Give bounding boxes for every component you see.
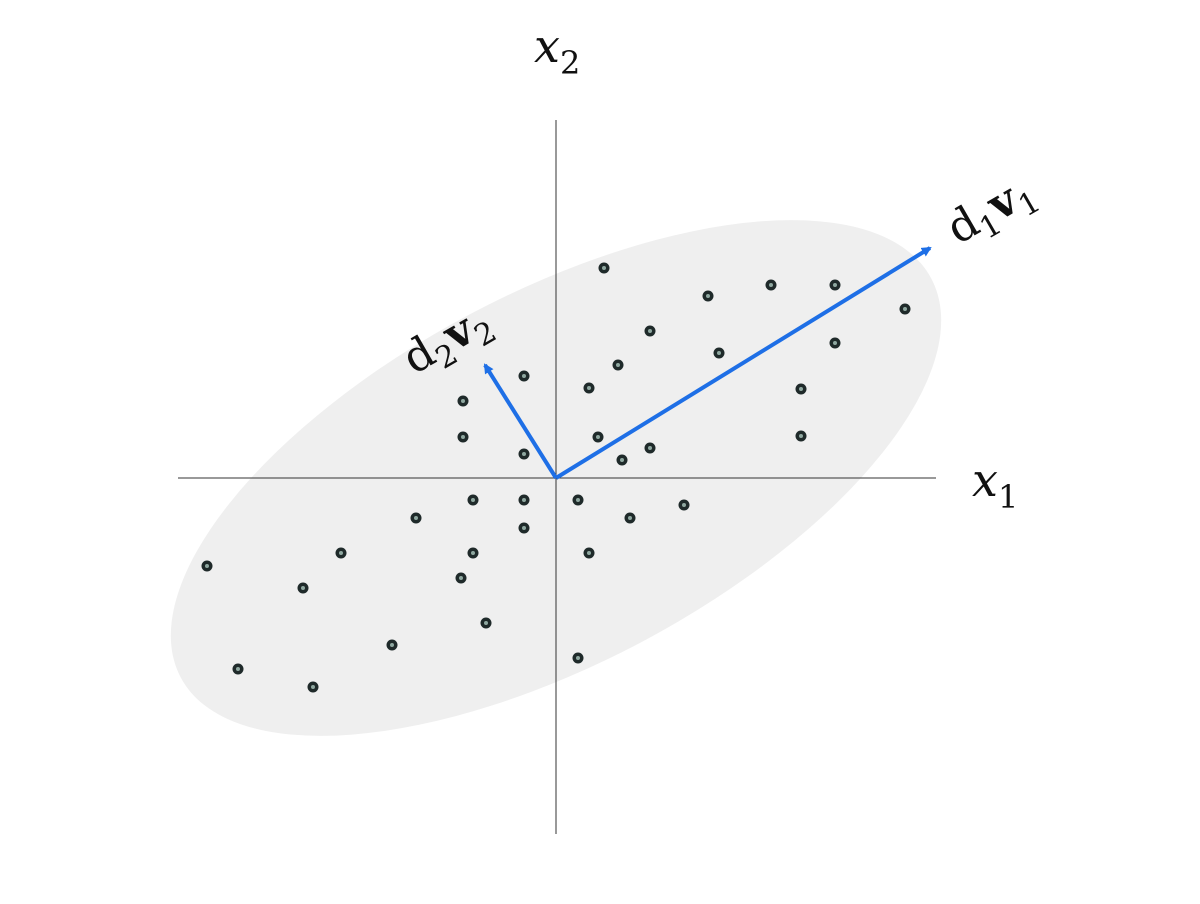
data-point <box>713 347 725 359</box>
d1v1-arrow <box>554 246 932 480</box>
x2-axis-label: x2 <box>534 19 580 82</box>
data-point <box>572 494 584 506</box>
d1v1-label: d1v1 <box>938 164 1047 260</box>
data-point <box>612 359 624 371</box>
data-point <box>583 382 595 394</box>
data-point <box>455 572 467 584</box>
data-point <box>232 663 244 675</box>
data-point <box>678 499 690 511</box>
data-point <box>518 370 530 382</box>
data-point <box>297 582 309 594</box>
data-point <box>702 290 714 302</box>
data-point <box>467 547 479 559</box>
data-point <box>480 617 492 629</box>
data-point <box>518 522 530 534</box>
data-point <box>795 383 807 395</box>
data-point <box>624 512 636 524</box>
data-point <box>518 448 530 460</box>
data-point <box>616 454 628 466</box>
x1-label-base: x <box>972 453 998 507</box>
data-point <box>592 431 604 443</box>
d2v2-arrow <box>483 363 558 480</box>
x1-label-sub: 1 <box>998 478 1018 516</box>
data-point <box>467 494 479 506</box>
data-point <box>307 681 319 693</box>
data-point <box>457 395 469 407</box>
x2-label-sub: 2 <box>560 44 580 82</box>
data-point <box>410 512 422 524</box>
data-point <box>598 262 610 274</box>
data-point <box>335 547 347 559</box>
data-point <box>829 279 841 291</box>
data-point <box>572 652 584 664</box>
data-point <box>386 639 398 651</box>
data-point <box>583 547 595 559</box>
data-point <box>457 431 469 443</box>
data-point <box>644 442 656 454</box>
x1-axis-label: x1 <box>972 453 1018 516</box>
data-point <box>829 337 841 349</box>
data-point <box>518 494 530 506</box>
data-point <box>899 303 911 315</box>
data-point <box>644 325 656 337</box>
data-point <box>765 279 777 291</box>
x2-label-base: x <box>534 19 560 73</box>
data-point <box>795 430 807 442</box>
data-point <box>201 560 213 572</box>
data-points <box>201 262 911 693</box>
